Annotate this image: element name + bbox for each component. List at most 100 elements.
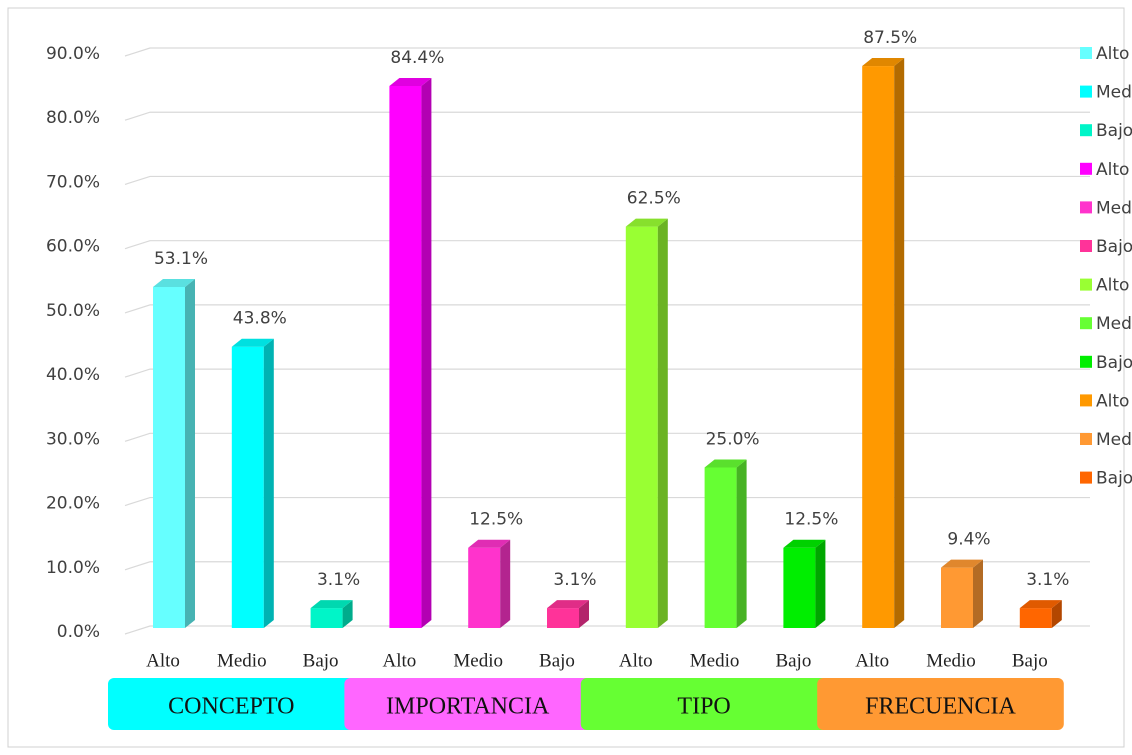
- group-label: CONCEPTO: [168, 694, 294, 720]
- data-label: 3.1%: [317, 570, 360, 590]
- legend-swatch: [1080, 162, 1092, 175]
- legend-swatch: [1080, 471, 1092, 484]
- bar-top: [1019, 600, 1062, 609]
- bar: [468, 547, 501, 628]
- bar: [389, 85, 422, 628]
- x-tick-label: Bajo: [303, 650, 339, 671]
- legend-label: Bajo: [1096, 353, 1132, 373]
- legend-label: Medio: [1096, 83, 1132, 103]
- bar-top: [231, 338, 274, 347]
- data-label: 12.5%: [469, 510, 523, 530]
- bar-top: [547, 600, 589, 609]
- legend-swatch: [1080, 355, 1092, 368]
- data-label: 9.4%: [947, 530, 990, 550]
- bar: [625, 226, 658, 628]
- data-label: 3.1%: [1026, 570, 1069, 590]
- legend-swatch: [1080, 85, 1092, 98]
- grid-line: [124, 496, 1090, 507]
- bar-side: [342, 600, 353, 628]
- group-box: [344, 678, 591, 730]
- bar-top: [389, 77, 432, 86]
- grid-line: [124, 175, 1090, 186]
- legend-label: Medio: [1096, 430, 1132, 450]
- y-tick-label: 30.0%: [46, 429, 100, 449]
- bar-side: [185, 278, 195, 628]
- bar-side: [421, 77, 432, 628]
- legend-label: Medio: [1096, 198, 1132, 218]
- bar-top: [153, 278, 195, 287]
- bar-side: [973, 559, 983, 628]
- legend-swatch: [1080, 124, 1092, 137]
- legend-swatch: [1080, 47, 1092, 59]
- grid-line: [124, 47, 1090, 57]
- data-label: 84.4%: [390, 48, 444, 68]
- bar: [153, 286, 185, 628]
- x-tick-label: Alto: [855, 650, 889, 671]
- grid-line: [124, 561, 1090, 571]
- legend-swatch: [1080, 278, 1092, 291]
- y-tick-label: 70.0%: [46, 172, 100, 192]
- legend-label: Bajo: [1096, 237, 1132, 257]
- bar-side: [736, 459, 747, 628]
- x-tick-label: Medio: [453, 650, 503, 671]
- bar-top: [862, 58, 905, 67]
- x-tick-label: Medio: [217, 650, 267, 671]
- legend-swatch: [1080, 317, 1092, 330]
- y-tick-label: 60.0%: [46, 237, 100, 257]
- x-tick-label: Alto: [146, 650, 180, 671]
- bar-side: [657, 218, 668, 628]
- bar: [783, 547, 816, 628]
- data-label: 3.1%: [553, 570, 596, 590]
- y-tick-label: 0.0%: [57, 622, 100, 642]
- group-label: IMPORTANCIA: [386, 694, 550, 720]
- bar: [704, 467, 737, 628]
- grid-line: [124, 432, 1090, 442]
- x-tick-label: Bajo: [539, 650, 575, 671]
- group-box: [580, 678, 828, 730]
- bar-side: [579, 600, 589, 628]
- data-label: 43.8%: [233, 309, 287, 329]
- bar: [547, 608, 579, 628]
- legend-swatch: [1080, 201, 1092, 214]
- y-tick-label: 10.0%: [46, 558, 100, 578]
- group-label: FRECUENCIA: [865, 694, 1016, 720]
- grid-line: [124, 304, 1090, 314]
- legend-label: Bajo: [1096, 469, 1132, 489]
- data-label: 53.1%: [154, 249, 208, 269]
- y-tick-label: 50.0%: [46, 301, 100, 321]
- x-tick-label: Medio: [690, 650, 740, 671]
- bar-side: [263, 338, 274, 628]
- y-tick-label: 90.0%: [46, 44, 100, 64]
- legend-swatch: [1080, 240, 1092, 252]
- legend-label: Alto: [1096, 160, 1129, 180]
- group-label: TIPO: [677, 694, 730, 720]
- data-label: 25.0%: [706, 429, 760, 449]
- bar: [310, 608, 343, 628]
- legend-label: Medio: [1096, 314, 1132, 334]
- grid-line: [124, 625, 1090, 635]
- x-tick-label: Alto: [619, 650, 653, 671]
- legend-swatch: [1080, 394, 1092, 407]
- data-label: 87.5%: [863, 28, 917, 48]
- y-tick-label: 40.0%: [46, 365, 100, 385]
- bar: [941, 567, 973, 628]
- legend-swatch: [1080, 433, 1092, 445]
- x-tick-label: Bajo: [1012, 650, 1048, 671]
- grid-line: [124, 240, 1090, 250]
- legend-label: Alto: [1096, 391, 1129, 411]
- bar-top: [704, 459, 747, 468]
- data-label: 62.5%: [627, 189, 681, 209]
- bar-side: [815, 539, 826, 628]
- y-tick-label: 80.0%: [46, 108, 100, 128]
- data-label: 12.5%: [784, 510, 838, 530]
- bar-side: [1051, 600, 1062, 628]
- bar-top: [783, 539, 826, 548]
- bar-top: [468, 539, 511, 548]
- bar-top: [310, 600, 353, 609]
- bar-side: [894, 58, 905, 629]
- bar-side: [500, 539, 511, 628]
- bar: [1019, 608, 1052, 628]
- bar-top: [941, 559, 983, 568]
- bar: [231, 346, 264, 628]
